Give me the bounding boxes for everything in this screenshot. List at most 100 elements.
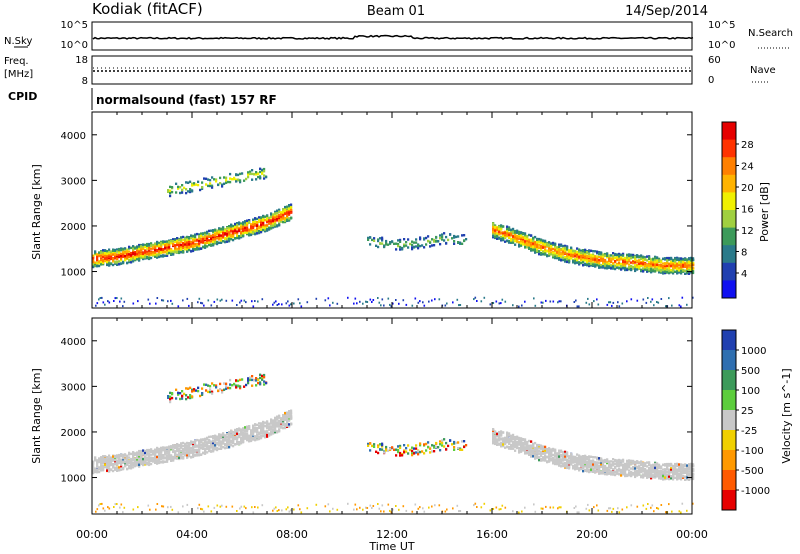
velocity-cell <box>514 445 517 449</box>
power-cell <box>534 251 537 254</box>
power-cell <box>502 225 505 228</box>
power-cell <box>461 242 464 245</box>
velocity-cell <box>172 457 175 460</box>
power-cell <box>182 242 185 245</box>
velocity-cell <box>220 433 223 436</box>
power-cell <box>156 240 159 244</box>
velocity-cell <box>136 461 139 464</box>
velocity-cell <box>176 456 179 459</box>
power-cell <box>191 189 194 192</box>
power-cell <box>108 301 111 304</box>
power-cell <box>242 234 245 237</box>
velocity-cell <box>274 420 277 423</box>
power-cell <box>574 259 577 263</box>
power-cell <box>231 178 234 181</box>
power-cell <box>548 249 551 253</box>
power-cell <box>516 237 519 240</box>
velocity-cell <box>142 457 145 461</box>
power-cell <box>259 167 262 170</box>
velocity-cell <box>188 446 191 450</box>
power-cell <box>668 297 670 300</box>
power-cell <box>98 264 101 268</box>
power-cell <box>144 253 147 257</box>
power-cell <box>124 247 127 250</box>
power-cell <box>110 262 113 265</box>
power-cell <box>556 251 559 254</box>
power-cell <box>142 246 145 249</box>
power-cell <box>108 262 111 265</box>
power-cell <box>182 235 185 239</box>
power-cell <box>262 226 265 229</box>
power-cell <box>379 237 382 240</box>
power-cell <box>680 266 683 269</box>
velocity-cell <box>168 449 171 453</box>
power-cell <box>582 249 585 252</box>
power-cell <box>540 245 543 249</box>
power-cell <box>272 217 275 221</box>
power-cell <box>166 251 169 254</box>
power-cell <box>415 238 418 241</box>
power-cell <box>138 243 141 247</box>
power-cell <box>98 262 101 265</box>
power-cell <box>381 237 384 241</box>
velocity-cell <box>524 446 527 449</box>
velocity-cell <box>506 438 509 441</box>
power-cell <box>492 230 495 234</box>
power-cell <box>578 253 581 256</box>
velocity-cell <box>194 445 197 448</box>
velocity-cell <box>254 438 257 442</box>
power-cell <box>184 243 187 246</box>
power-cell <box>170 299 172 302</box>
velocity-cell <box>492 442 495 445</box>
power-cell <box>116 263 119 266</box>
velocity-cell <box>198 439 201 442</box>
velocity-cell <box>236 436 239 439</box>
power-cell <box>690 256 693 260</box>
power-cell <box>166 249 169 252</box>
power-cell <box>239 180 242 184</box>
velocity-cell <box>508 432 511 435</box>
power-cell <box>568 261 571 264</box>
velocity-cell <box>188 452 191 455</box>
power-cell <box>248 233 251 236</box>
power-cell <box>160 243 163 246</box>
power-cell <box>110 250 113 253</box>
power-cell <box>210 229 213 232</box>
power-cell <box>650 261 653 264</box>
velocity-cell <box>100 465 103 468</box>
power-cell <box>600 256 603 259</box>
power-cell <box>98 260 101 264</box>
power-cell <box>570 246 573 250</box>
power-cell <box>652 269 655 272</box>
power-cell <box>636 266 639 269</box>
power-cell <box>225 181 228 184</box>
power-cell <box>233 176 236 180</box>
velocity-cell <box>174 455 177 458</box>
power-cell <box>172 240 175 243</box>
power-cell <box>255 178 258 181</box>
velocity-cell <box>140 455 143 459</box>
power-cell <box>288 213 291 216</box>
power-cell <box>562 253 565 256</box>
power-cell <box>616 253 619 256</box>
power-cell <box>106 261 109 264</box>
velocity-cell <box>266 430 269 433</box>
power-cell <box>636 259 639 263</box>
power-cell <box>596 298 598 301</box>
power-cell <box>259 175 262 178</box>
power-cell <box>260 216 263 220</box>
power-cell <box>221 298 223 301</box>
power-cell <box>256 224 259 227</box>
power-cell <box>375 244 378 247</box>
velocity-cell <box>266 423 269 426</box>
power-cell <box>138 259 141 262</box>
velocity-cell <box>528 452 531 455</box>
velocity-cell <box>158 461 161 464</box>
power-cell <box>614 264 617 268</box>
power-cell <box>496 235 499 238</box>
cpid-label: CPID <box>8 90 37 103</box>
power-cell <box>660 263 663 266</box>
power-cell <box>632 253 635 257</box>
velocity-cell <box>92 463 95 466</box>
